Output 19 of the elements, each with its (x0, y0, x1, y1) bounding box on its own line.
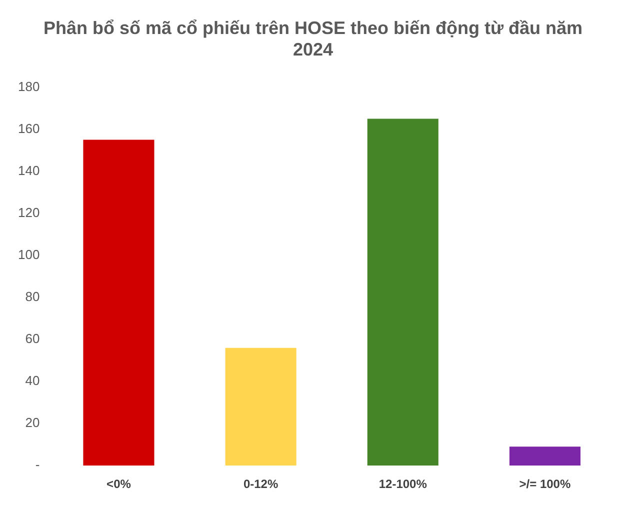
x-tick-label: >/= 100% (519, 477, 571, 492)
y-tick-label: 40 (25, 373, 40, 388)
y-tick-label: 20 (25, 415, 40, 430)
chart-title: Phân bổ số mã cổ phiếu trên HOSE theo biến động từ đầu năm 2024 (43, 18, 583, 60)
y-tick-label: 160 (18, 120, 40, 136)
bar (367, 118, 438, 466)
y-tick-label: 120 (18, 204, 40, 220)
y-tick-label: - (35, 457, 40, 472)
y-tick-label: 180 (18, 78, 40, 94)
x-tick-label: 12-100% (378, 477, 428, 492)
y-tick-label: 80 (25, 289, 40, 304)
x-tick-label: <0% (106, 477, 132, 492)
y-tick-label: 140 (18, 162, 40, 178)
bar (83, 140, 154, 466)
bar (225, 348, 296, 466)
bar (509, 446, 580, 466)
x-tick-label: 0-12% (243, 477, 278, 492)
y-tick-label: 60 (25, 331, 40, 346)
y-tick-label: 100 (18, 246, 40, 262)
